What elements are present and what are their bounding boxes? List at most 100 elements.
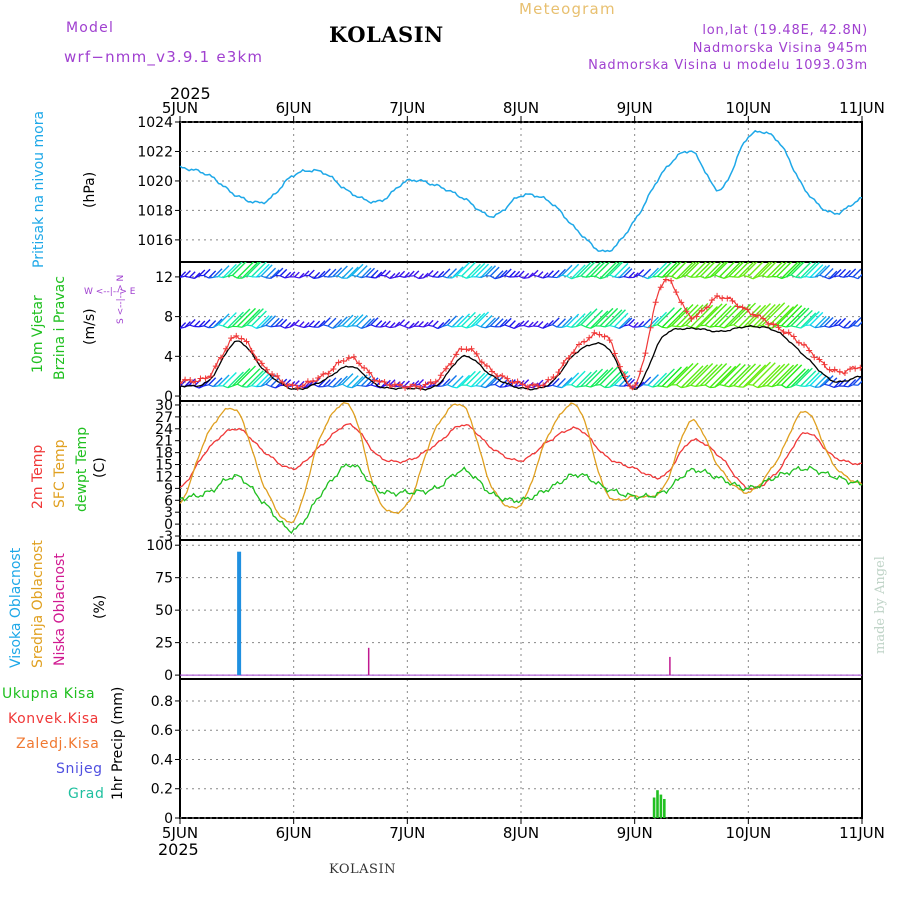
wind-barb: [232, 368, 251, 387]
wind-barb-shaft: [685, 384, 691, 388]
wind-gust-marker: [622, 373, 629, 380]
wind-barb: [351, 314, 364, 327]
wind-barb: [580, 369, 598, 387]
wind-barb-shaft: [566, 275, 572, 280]
footer-station: KOLASIN: [329, 862, 396, 877]
wind-barb-shaft: [671, 325, 677, 328]
wind-barb: [528, 321, 534, 328]
wind-barb: [432, 320, 439, 327]
wind-barb: [418, 378, 425, 385]
wind-barb-shaft: [747, 276, 754, 280]
y-tick-label: 25: [155, 636, 173, 652]
wind-barb: [356, 314, 368, 327]
y-tick-label: 27: [155, 410, 173, 426]
wind-barb: [465, 313, 481, 329]
wind-barb-shaft: [814, 326, 820, 329]
wind-barb: [222, 371, 237, 387]
wind-barb: [198, 269, 206, 277]
wind-gust-marker: [514, 378, 521, 385]
wind-barb-shaft: [790, 274, 797, 278]
wind-barb-shaft: [299, 325, 305, 329]
wind-barb: [241, 262, 260, 279]
wind-barb: [690, 262, 707, 278]
panel-2: [179, 400, 863, 541]
wind-barb-shaft: [523, 277, 529, 279]
wind-barb-shaft: [704, 384, 711, 389]
panel-0: [179, 121, 863, 263]
wind-barb: [766, 262, 784, 278]
wind-barb: [742, 262, 758, 276]
y-tick-label: 0: [164, 668, 173, 684]
wind-barb-shaft: [485, 384, 491, 389]
y-tick-label: 0: [164, 811, 173, 827]
wind-barb: [714, 262, 729, 276]
wind-barb-shaft: [848, 275, 854, 278]
wind-barb-shaft: [771, 324, 778, 329]
wind-barb: [695, 306, 718, 329]
wind-barb: [451, 266, 464, 279]
wind-barb-shaft: [389, 276, 395, 280]
wind-barb-shaft: [724, 275, 730, 279]
wind-barb: [470, 372, 486, 388]
wind-barb-shaft: [265, 277, 271, 279]
wind-barb-shaft: [633, 274, 639, 278]
wind-barb-shaft: [447, 324, 453, 328]
wind-barb-shaft: [542, 276, 548, 279]
wind-barb: [566, 263, 580, 277]
wind-barb: [265, 267, 277, 279]
wind-barb-shaft: [203, 384, 209, 387]
wind-barb: [666, 262, 682, 277]
y-tick-label: 15: [155, 458, 173, 474]
wind-barb-shaft: [652, 385, 658, 388]
wind-barb: [723, 262, 742, 279]
wind-barb: [241, 308, 261, 328]
meteogram-label: Meteogram: [519, 0, 616, 18]
wind-gust-marker: [857, 364, 862, 371]
wind-barb: [184, 270, 191, 277]
y-tick-label: 6: [164, 493, 173, 509]
wind-barb: [742, 364, 767, 388]
x-day-label-top: 6JUN: [276, 99, 312, 117]
wind-barb: [604, 309, 623, 328]
wind-barb-shaft: [198, 385, 205, 389]
wind-barb: [217, 313, 230, 326]
wind-barb: [399, 270, 406, 277]
wind-gust-marker: [340, 357, 347, 364]
wind-barb-shaft: [757, 324, 763, 327]
wind-gust-marker: [647, 324, 654, 331]
wind-barb: [418, 320, 425, 327]
wind-gust-marker: [233, 332, 240, 339]
wind-barb: [585, 262, 603, 278]
wind-barb: [618, 374, 631, 387]
wind-barb-shaft: [676, 276, 682, 280]
wind-gust-marker: [258, 360, 265, 367]
x-day-label-bottom: 9JUN: [617, 824, 653, 842]
wind-barb: [604, 369, 623, 388]
wind-gust-marker: [606, 337, 613, 344]
wind-barb-shaft: [853, 324, 859, 327]
wind-barb-shaft: [800, 324, 806, 329]
y-tick-label: -3: [159, 529, 173, 545]
wind-barb-shaft: [222, 325, 228, 329]
wind-barb: [656, 368, 675, 387]
wind-gust-marker: [371, 377, 378, 384]
precip-label-frz: Zaledj.Kisa: [16, 736, 100, 752]
wind-barb: [389, 272, 396, 279]
wind-barb: [203, 268, 211, 276]
wind-barb: [738, 304, 762, 329]
lonlat-label: lon,lat (19.48E, 42.8N): [702, 23, 868, 38]
wind-barb-shaft: [566, 325, 572, 328]
y-tick-label: 12: [155, 270, 173, 286]
y-tick-label: 0.6: [151, 723, 173, 739]
x-day-label-top: 7JUN: [389, 99, 425, 117]
wind-gust-marker: [662, 276, 669, 283]
wind-barb-shaft: [795, 326, 801, 329]
wind-barb: [518, 320, 525, 327]
wind-barb-shaft: [461, 325, 467, 329]
wind-barb: [704, 303, 728, 326]
wind-barb-shaft: [428, 384, 434, 388]
wind-barb-shaft: [561, 325, 567, 328]
wind-barb-shaft: [499, 275, 505, 279]
y-tick-label: 3: [164, 505, 173, 521]
wind-barb-shaft: [499, 324, 505, 328]
